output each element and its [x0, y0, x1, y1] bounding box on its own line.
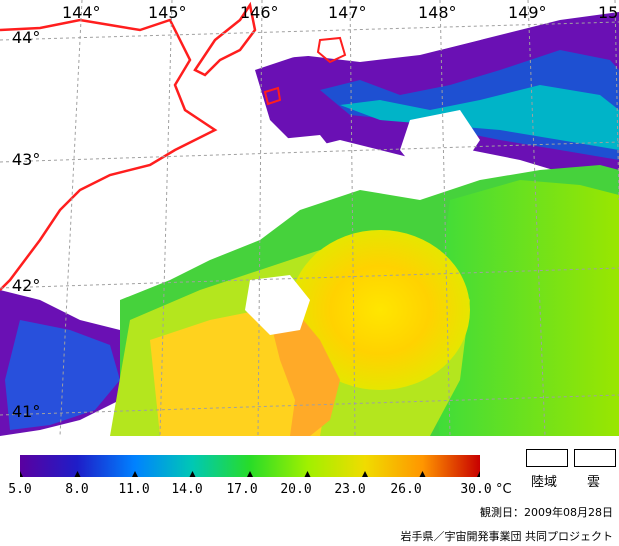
colorbar-tick-mark: [362, 471, 368, 477]
latitude-label: 44°: [12, 28, 41, 47]
cloud-legend-swatch: [574, 449, 616, 467]
longitude-label: 148°: [418, 3, 457, 22]
credit-line: 岩手県／宇宙開発事業団 共同プロジェクト: [400, 530, 614, 543]
latitude-label: 41°: [12, 402, 41, 421]
colorbar-tick-label: 14.0: [171, 482, 203, 497]
land-island: [195, 5, 255, 75]
colorbar-tick-label: 5.0: [8, 482, 32, 497]
warm-eddy-core: [290, 230, 470, 390]
longitude-label: 149°: [508, 3, 547, 22]
coastline: [0, 18, 218, 291]
longitude-label: 147°: [328, 3, 367, 22]
land-legend-label: 陸域: [531, 475, 558, 490]
coastal-blue-band: [5, 320, 120, 430]
colorbar-tick-mark: [304, 471, 311, 477]
colorbar-tick-label: 17.0: [226, 482, 258, 497]
latitude-label: 42°: [12, 276, 41, 295]
colorbar-tick-label: 20.0: [280, 482, 312, 497]
sea-surface-temperature-map: [0, 0, 619, 436]
land-hokkaido: [0, 20, 215, 290]
colorbar-tick-mark: [20, 471, 23, 477]
eastern-green-zone: [430, 180, 619, 436]
longitude-label: 15: [598, 3, 619, 22]
cloud-legend-label: 雲: [587, 475, 601, 490]
observation-date: 観測日：2009年08月28日: [480, 506, 613, 519]
cloud-patch: [170, 165, 270, 245]
colorbar-tick-label: 26.0: [390, 482, 422, 497]
colorbar-tick-mark: [419, 471, 426, 477]
land-legend-swatch: [526, 449, 568, 467]
temperature-unit: °C: [496, 482, 512, 497]
coastline-islet: [263, 86, 282, 106]
colorbar-tick-label: 30.0: [460, 482, 492, 497]
colorbar-tick-label: 23.0: [334, 482, 366, 497]
longitude-label: 145°: [148, 3, 187, 22]
colorbar-tick-mark: [132, 471, 138, 477]
cloud-patch: [265, 135, 340, 195]
cloud-patch: [400, 110, 480, 175]
latitude-label: 43°: [12, 150, 41, 169]
colorbar-tick-label: 8.0: [65, 482, 89, 497]
teal-region: [340, 85, 619, 150]
longitude-label: 144°: [62, 3, 101, 22]
graticule: [0, 0, 619, 436]
colorbar-tick-label: 11.0: [118, 482, 150, 497]
coastline-islet: [316, 36, 347, 64]
colorbar-tick-mark: [189, 471, 196, 477]
warm-tongue: [270, 310, 340, 436]
colorbar-tick-mark: [74, 471, 81, 477]
cloud-patch: [245, 275, 310, 335]
longitude-label: 146°: [240, 3, 279, 22]
colorbar-tick-mark: [247, 471, 253, 477]
colorbar-tick-mark: [477, 471, 480, 477]
temperature-colorbar: [20, 455, 480, 477]
